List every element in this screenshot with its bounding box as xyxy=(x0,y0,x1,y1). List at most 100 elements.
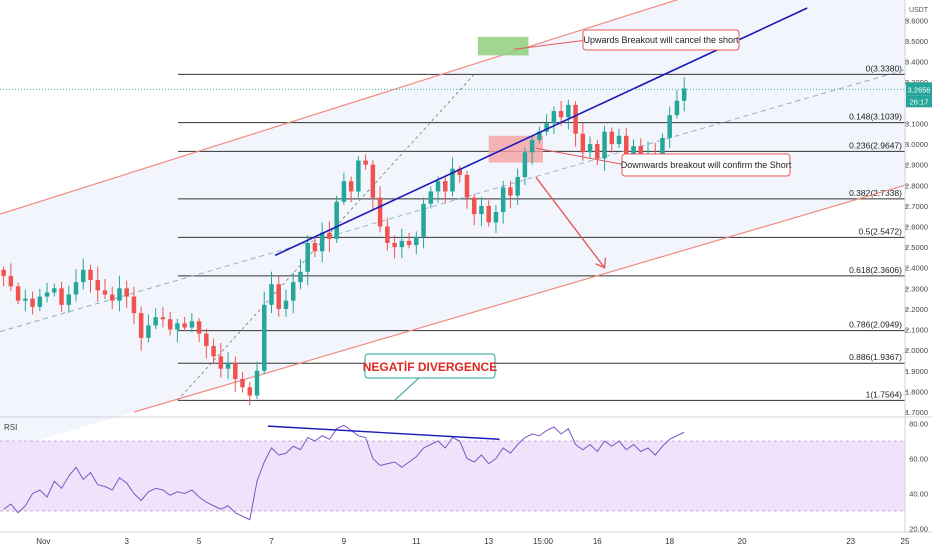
candle-body[interactable] xyxy=(479,205,484,215)
candle-body[interactable] xyxy=(175,323,180,330)
candle-body[interactable] xyxy=(508,187,513,196)
candle-body[interactable] xyxy=(276,284,281,309)
candle-body[interactable] xyxy=(189,321,195,328)
candle-body[interactable] xyxy=(73,282,79,295)
divergence-box[interactable] xyxy=(364,353,496,379)
candle-body[interactable] xyxy=(204,333,209,347)
candle-body[interactable] xyxy=(660,137,665,165)
rsi-pane[interactable]: RSI xyxy=(0,416,932,521)
callout-upwards-breakout[interactable]: Upwards Breakout will cancel the short xyxy=(513,29,740,51)
candle-body[interactable] xyxy=(109,294,115,301)
candle-body[interactable] xyxy=(348,181,354,192)
candle-body[interactable] xyxy=(363,160,368,165)
candle-body[interactable] xyxy=(131,296,137,314)
candle-body[interactable] xyxy=(385,226,390,243)
candle-body[interactable] xyxy=(81,269,86,283)
candle-body[interactable] xyxy=(638,146,643,159)
breakout-up-box[interactable] xyxy=(477,36,529,56)
candle-body[interactable] xyxy=(486,205,491,223)
candle-body[interactable] xyxy=(8,275,14,287)
candle-body[interactable] xyxy=(269,284,274,305)
candle-body[interactable] xyxy=(262,304,267,371)
candle-body[interactable] xyxy=(341,181,347,202)
candle-body[interactable] xyxy=(52,288,57,293)
candle-body[interactable] xyxy=(312,242,318,252)
callout-negative-divergence[interactable]: NEGATİF DIVERGENCE xyxy=(363,353,497,401)
candle-body[interactable] xyxy=(587,144,593,153)
candle-body[interactable] xyxy=(631,146,636,155)
lower-channel-line[interactable] xyxy=(133,184,906,413)
candle-body[interactable] xyxy=(443,181,448,192)
annotations[interactable]: Upwards Breakout will cancel the short Do… xyxy=(363,29,792,401)
candle-body[interactable] xyxy=(515,177,520,196)
candle-body[interactable] xyxy=(616,135,622,145)
candle-body[interactable] xyxy=(421,203,426,237)
candle-body[interactable] xyxy=(182,323,187,328)
candle-body[interactable] xyxy=(283,300,289,309)
candle-body[interactable] xyxy=(88,269,93,281)
candle-body[interactable] xyxy=(522,152,528,178)
candle-body[interactable] xyxy=(319,232,325,252)
candle-body[interactable] xyxy=(305,242,310,272)
candle-body[interactable] xyxy=(15,286,21,301)
candle-body[interactable] xyxy=(602,131,607,159)
rsi-divergence-line[interactable] xyxy=(267,425,500,440)
candle-body[interactable] xyxy=(392,242,397,248)
candle-body[interactable] xyxy=(167,319,173,330)
candle-body[interactable] xyxy=(681,88,687,101)
candle-body[interactable] xyxy=(59,288,64,305)
candle-body[interactable] xyxy=(124,288,129,297)
candle-body[interactable] xyxy=(529,139,535,153)
rsi-line[interactable] xyxy=(3,424,685,521)
callout-downwards-breakout[interactable]: Downwards breakout will confirm the Shor… xyxy=(535,147,792,177)
candle-body[interactable] xyxy=(573,104,578,134)
candle-body[interactable] xyxy=(544,123,549,132)
candle-body[interactable] xyxy=(30,298,35,307)
candle-body[interactable] xyxy=(674,100,680,116)
candle-body[interactable] xyxy=(225,362,231,369)
candle-body[interactable] xyxy=(117,288,122,301)
callout-downwards-breakout-box[interactable] xyxy=(621,153,791,177)
candle-body[interactable] xyxy=(500,187,506,213)
upper-channel-line[interactable] xyxy=(0,0,905,215)
candle-body[interactable] xyxy=(334,201,339,239)
candle-body[interactable] xyxy=(566,104,571,118)
candle-body[interactable] xyxy=(406,240,412,246)
candle-body[interactable] xyxy=(44,292,50,297)
candle-body[interactable] xyxy=(138,313,144,338)
candle-body[interactable] xyxy=(457,168,462,175)
candle-body[interactable] xyxy=(609,131,615,145)
breakout-down-box[interactable] xyxy=(488,135,543,163)
candle-body[interactable] xyxy=(435,181,441,192)
candle-body[interactable] xyxy=(102,290,108,295)
fib-diagonal-line[interactable] xyxy=(177,74,475,401)
candle-body[interactable] xyxy=(254,370,260,396)
candle-body[interactable] xyxy=(377,197,383,227)
candle-body[interactable] xyxy=(211,346,216,357)
candle-body[interactable] xyxy=(1,269,6,276)
candle-body[interactable] xyxy=(95,280,100,291)
candle-body[interactable] xyxy=(160,317,166,320)
candle-body[interactable] xyxy=(450,168,455,192)
candle-body[interactable] xyxy=(493,212,499,223)
candle-body[interactable] xyxy=(153,317,158,326)
candle-body[interactable] xyxy=(298,271,303,283)
candle-body[interactable] xyxy=(558,111,564,118)
candle-body[interactable] xyxy=(37,296,43,307)
candle-body[interactable] xyxy=(240,379,245,388)
candle-body[interactable] xyxy=(551,111,557,124)
callout-upwards-breakout-box[interactable] xyxy=(582,29,740,51)
candle-body[interactable] xyxy=(196,321,202,334)
main-pane[interactable]: 0(3.3380) 0.148(3.1039) 0.236(2.9647) 0.382… xyxy=(0,0,906,452)
candle-body[interactable] xyxy=(624,135,629,155)
candle-body[interactable] xyxy=(146,325,151,338)
candle-body[interactable] xyxy=(66,294,72,305)
candle-body[interactable] xyxy=(290,282,296,301)
candle-body[interactable] xyxy=(218,356,224,369)
candle-body[interactable] xyxy=(23,298,28,301)
candle-body[interactable] xyxy=(414,236,419,246)
candle-body[interactable] xyxy=(595,144,600,159)
candle-body[interactable] xyxy=(537,131,542,140)
